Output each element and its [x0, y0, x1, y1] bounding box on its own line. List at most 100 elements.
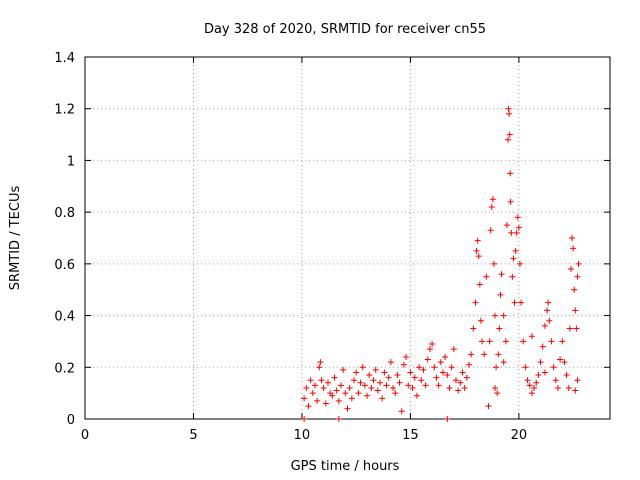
data-point [520, 338, 527, 345]
data-point [493, 364, 500, 371]
data-point [413, 392, 420, 399]
data-point [398, 408, 405, 415]
data-point [385, 374, 392, 381]
data-point [435, 382, 442, 389]
data-point [486, 338, 493, 345]
data-point [351, 377, 358, 384]
data-point [448, 364, 455, 371]
y-tick-label: 0.8 [54, 206, 75, 221]
data-point [364, 392, 371, 399]
data-point [508, 229, 515, 236]
data-point [429, 341, 436, 348]
data-point [477, 317, 484, 324]
data-point [531, 384, 538, 391]
data-point [483, 273, 490, 280]
data-point [461, 384, 468, 391]
data-point [481, 351, 488, 358]
data-point [368, 384, 375, 391]
data-point [450, 346, 457, 353]
data-point [522, 364, 529, 371]
data-point [506, 131, 513, 138]
data-point [305, 403, 312, 410]
data-point [361, 382, 368, 389]
data-point [468, 351, 475, 358]
data-point [446, 384, 453, 391]
data-point [505, 105, 512, 112]
data-point [457, 379, 464, 386]
data-point [475, 253, 482, 260]
data-point [431, 364, 438, 371]
data-point [307, 377, 314, 384]
y-tick-label: 0.4 [54, 310, 75, 325]
grid-layer [85, 57, 610, 419]
data-point [320, 384, 327, 391]
data-point [505, 136, 512, 143]
data-point [324, 379, 331, 386]
data-point [516, 260, 523, 267]
data-point [409, 384, 416, 391]
data-point [472, 299, 479, 306]
data-point [526, 382, 533, 389]
data-point [498, 271, 505, 278]
data-point [335, 397, 342, 404]
data-point [566, 325, 573, 332]
data-point [400, 361, 407, 368]
data-point [340, 366, 347, 373]
data-point [492, 312, 499, 319]
data-point [459, 369, 466, 376]
data-point [348, 395, 355, 402]
data-point [496, 325, 503, 332]
data-point [342, 390, 349, 397]
data-point [541, 369, 548, 376]
data-point [379, 395, 386, 402]
plot-frame [84, 56, 611, 420]
data-point [563, 372, 570, 379]
data-point [514, 214, 521, 221]
data-point [344, 405, 351, 412]
data-point [557, 356, 564, 363]
data-point [474, 237, 481, 244]
data-point [545, 299, 552, 306]
data-point [507, 170, 514, 177]
data-point [506, 110, 513, 117]
data-point [394, 372, 401, 379]
data-point [355, 390, 362, 397]
data-point [476, 281, 483, 288]
data-point [318, 377, 325, 384]
data-point [333, 387, 340, 394]
data-point [416, 364, 423, 371]
data-point [357, 379, 364, 386]
data-point [405, 382, 412, 389]
data-point [509, 273, 516, 280]
data-point [572, 307, 579, 314]
y-tick-label: 0.2 [54, 361, 75, 376]
data-point [418, 377, 425, 384]
data-point [463, 374, 470, 381]
data-point [301, 395, 308, 402]
data-point [515, 224, 522, 231]
data-point [489, 196, 496, 203]
data-point [574, 273, 581, 280]
y-axis-label: SRMTID / TECUs [8, 186, 23, 291]
data-point [329, 392, 336, 399]
data-point [442, 353, 449, 360]
data-point [455, 387, 462, 394]
data-point [533, 379, 540, 386]
y-tick-label: 0 [67, 413, 75, 428]
data-point [396, 379, 403, 386]
data-point [381, 369, 388, 376]
data-point [537, 359, 544, 366]
data-point [492, 384, 499, 391]
data-point [366, 372, 373, 379]
data-point [552, 377, 559, 384]
data-point [554, 384, 561, 391]
data-point [574, 377, 581, 384]
data-point [490, 260, 497, 267]
data-point [497, 291, 504, 298]
ticks-layer: 0 5 10 15 20 0 0.2 0.4 0.6 0.8 1 1.2 1.4 [54, 51, 610, 443]
data-point [387, 359, 394, 366]
data-point [390, 384, 397, 391]
data-point [513, 229, 520, 236]
data-point [507, 198, 514, 205]
data-point [303, 384, 310, 391]
